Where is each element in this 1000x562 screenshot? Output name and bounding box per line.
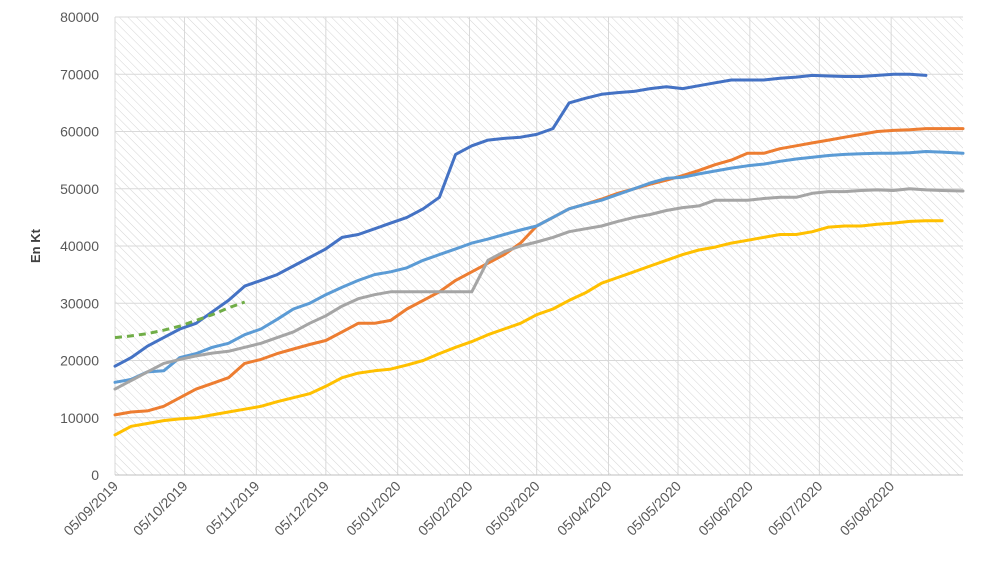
y-tick-label: 60000 [60, 124, 99, 140]
y-tick-label: 50000 [60, 181, 99, 197]
x-tick-label: 05/03/2020 [482, 478, 543, 539]
x-tick-label: 05/07/2020 [765, 478, 826, 539]
y-tick-label: 20000 [60, 353, 99, 369]
series-line-6 [114, 300, 246, 340]
x-tick-label: 05/01/2020 [343, 478, 404, 539]
series-line-3 [113, 150, 965, 384]
y-tick-label: 70000 [60, 66, 99, 82]
x-axis-ticks: 05/09/2019 05/10/2019 05/11/2019 05/12/2019… [60, 478, 897, 539]
x-tick-label: 05/04/2020 [554, 478, 615, 539]
series-line-4 [113, 187, 965, 391]
y-axis-ticks: 0 10000 20000 30000 40000 50000 60000 70000 8000… [60, 9, 99, 483]
x-tick-label: 05/05/2020 [623, 478, 684, 539]
x-tick-label: 05/10/2019 [130, 478, 191, 539]
y-axis-label: En Kt [28, 228, 43, 263]
x-tick-label: 05/08/2020 [836, 478, 897, 539]
y-tick-label: 30000 [60, 295, 99, 311]
series-lines [113, 72, 965, 437]
series-line-1 [113, 72, 928, 368]
x-tick-label: 05/11/2019 [202, 478, 262, 538]
y-tick-label: 10000 [60, 410, 99, 426]
series-line-5 [113, 219, 944, 437]
x-tick-label: 05/02/2020 [415, 478, 476, 539]
y-tick-label: 0 [91, 467, 99, 483]
x-tick-label: 05/06/2020 [695, 478, 756, 539]
x-tick-label: 05/09/2019 [60, 478, 121, 539]
y-tick-label: 40000 [60, 238, 99, 254]
x-tick-label: 05/12/2019 [271, 478, 332, 539]
y-tick-label: 80000 [60, 9, 99, 25]
